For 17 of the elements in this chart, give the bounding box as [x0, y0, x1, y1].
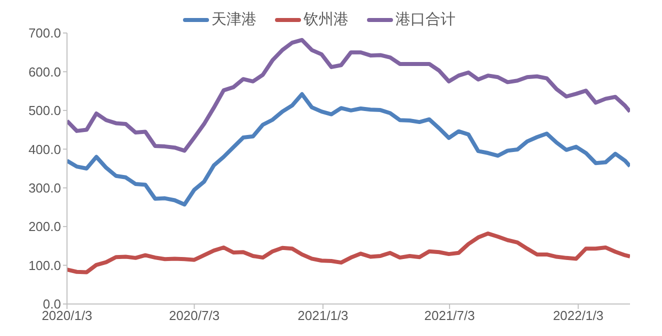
y-tick-label: 600.0 [28, 64, 61, 80]
legend-label: 天津港 [212, 10, 256, 29]
line-series [67, 232, 630, 274]
x-tick-label: 2022/1/3 [552, 308, 604, 324]
legend-label: 港口合计 [396, 10, 456, 29]
y-tick-label: 500.0 [28, 103, 61, 118]
y-tick-label: 100.0 [28, 258, 61, 273]
line-series [67, 92, 630, 207]
y-tick-label: 300.0 [28, 180, 61, 196]
line-series [67, 38, 630, 153]
y-tick-label: 700.0 [28, 26, 61, 41]
x-tick-label: 2020/7/3 [168, 308, 220, 324]
y-tick-label: 400.0 [28, 142, 61, 157]
legend-label: 钦州港 [304, 10, 348, 29]
x-tick-label: 2021/1/3 [298, 308, 348, 324]
y-tick-label: 200.0 [28, 219, 61, 234]
x-tick-label: 2021/7/3 [424, 308, 475, 324]
